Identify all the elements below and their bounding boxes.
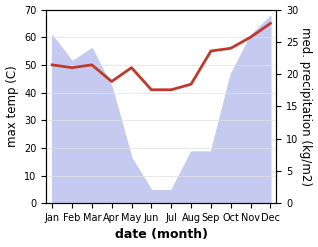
Y-axis label: max temp (C): max temp (C): [5, 65, 18, 147]
X-axis label: date (month): date (month): [115, 228, 208, 242]
Y-axis label: med. precipitation (kg/m2): med. precipitation (kg/m2): [300, 27, 313, 186]
